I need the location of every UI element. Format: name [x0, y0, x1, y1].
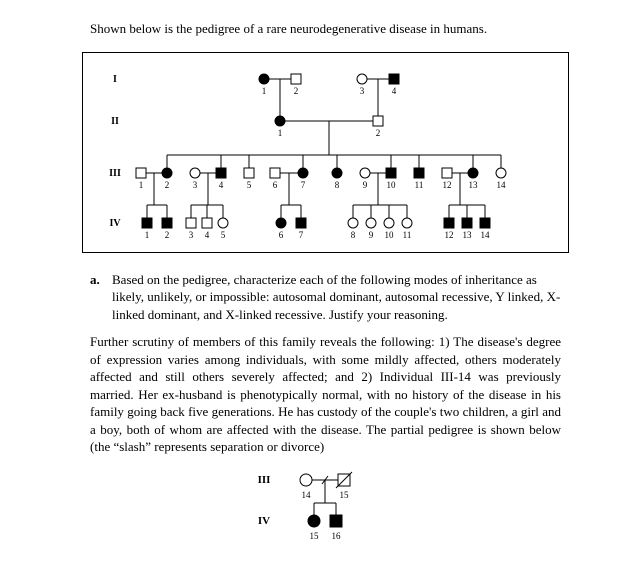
svg-text:15: 15 [339, 490, 349, 500]
svg-text:I: I [113, 74, 117, 85]
question-text: Based on the pedigree, characterize each… [112, 271, 561, 324]
svg-text:6: 6 [279, 230, 284, 240]
svg-text:13: 13 [469, 180, 479, 190]
mini-pedigree-svg: III IV 14 15 15 16 [236, 466, 416, 544]
svg-text:10: 10 [385, 230, 395, 240]
svg-text:10: 10 [387, 180, 397, 190]
svg-text:6: 6 [273, 180, 278, 190]
svg-text:3: 3 [193, 180, 198, 190]
svg-text:1: 1 [139, 180, 144, 190]
svg-text:3: 3 [189, 230, 194, 240]
svg-text:2: 2 [165, 230, 170, 240]
svg-text:1: 1 [145, 230, 150, 240]
svg-text:IV: IV [109, 218, 121, 229]
svg-text:7: 7 [301, 180, 306, 190]
svg-text:15: 15 [309, 531, 319, 541]
svg-text:16: 16 [331, 531, 341, 541]
svg-text:4: 4 [219, 180, 224, 190]
svg-text:4: 4 [392, 86, 397, 96]
svg-text:14: 14 [481, 230, 491, 240]
question-label: a. [90, 271, 112, 324]
svg-text:7: 7 [299, 230, 304, 240]
svg-text:1: 1 [278, 128, 283, 138]
svg-text:11: 11 [415, 180, 424, 190]
svg-text:13: 13 [463, 230, 473, 240]
svg-text:III: III [257, 474, 270, 486]
svg-text:11: 11 [403, 230, 412, 240]
svg-text:12: 12 [443, 180, 452, 190]
svg-text:14: 14 [497, 180, 507, 190]
scrutiny-paragraph: Further scrutiny of members of this fami… [90, 333, 561, 456]
mini-pedigree-wrap: III IV 14 15 15 16 [90, 466, 561, 544]
svg-text:1: 1 [262, 86, 267, 96]
svg-text:9: 9 [363, 180, 368, 190]
svg-text:2: 2 [376, 128, 381, 138]
svg-text:3: 3 [360, 86, 365, 96]
svg-text:8: 8 [335, 180, 340, 190]
svg-text:9: 9 [369, 230, 374, 240]
svg-text:2: 2 [165, 180, 170, 190]
svg-text:IV: IV [257, 515, 269, 527]
intro-text: Shown below is the pedigree of a rare ne… [90, 20, 561, 38]
svg-text:5: 5 [247, 180, 252, 190]
question-row: a. Based on the pedigree, characterize e… [90, 271, 561, 324]
svg-text:4: 4 [205, 230, 210, 240]
main-pedigree-svg: IIIIIIIV12341212345678910111213141234567… [89, 61, 529, 246]
main-pedigree-frame: IIIIIIIV12341212345678910111213141234567… [82, 52, 569, 253]
svg-text:II: II [111, 116, 119, 127]
svg-text:12: 12 [445, 230, 454, 240]
svg-text:2: 2 [294, 86, 299, 96]
svg-text:5: 5 [221, 230, 226, 240]
svg-text:8: 8 [351, 230, 356, 240]
svg-text:14: 14 [301, 490, 311, 500]
svg-text:III: III [109, 168, 121, 179]
